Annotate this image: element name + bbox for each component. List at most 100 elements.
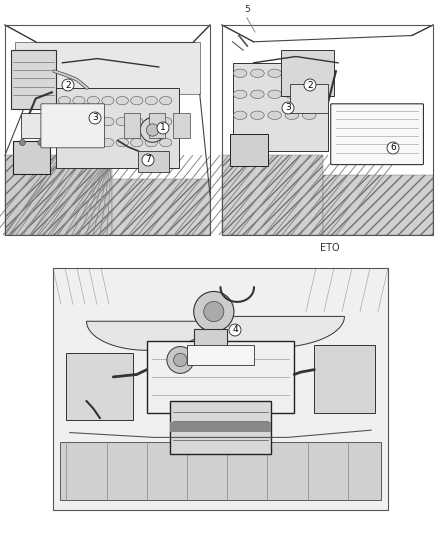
Ellipse shape [116, 96, 128, 105]
Circle shape [157, 122, 169, 134]
Bar [281, 50, 334, 96]
Ellipse shape [233, 90, 247, 99]
Text: 6: 6 [390, 143, 396, 152]
Bar [11, 50, 56, 109]
Bar [124, 113, 140, 139]
Text: 2: 2 [307, 80, 313, 90]
Bar [290, 84, 328, 113]
Text: 2: 2 [65, 80, 71, 90]
Ellipse shape [131, 96, 143, 105]
Circle shape [142, 154, 154, 166]
Bar [53, 268, 388, 510]
Bar [21, 113, 52, 139]
Ellipse shape [102, 139, 114, 147]
Ellipse shape [58, 139, 71, 147]
Ellipse shape [159, 117, 172, 126]
Circle shape [173, 353, 187, 367]
Ellipse shape [159, 139, 172, 147]
Ellipse shape [285, 69, 299, 77]
Bar [222, 25, 433, 235]
Circle shape [146, 124, 159, 136]
Ellipse shape [285, 111, 299, 119]
Circle shape [19, 140, 25, 146]
Bar [323, 175, 433, 235]
Polygon shape [86, 321, 207, 350]
Bar [222, 155, 323, 235]
Ellipse shape [251, 69, 264, 77]
Ellipse shape [302, 90, 316, 99]
Ellipse shape [268, 90, 282, 99]
Bar [5, 25, 210, 235]
Ellipse shape [73, 96, 85, 105]
Bar [53, 268, 388, 510]
Ellipse shape [302, 69, 316, 77]
Bar [13, 141, 50, 174]
Ellipse shape [145, 139, 157, 147]
Ellipse shape [116, 117, 128, 126]
Bar [5, 155, 112, 235]
Bar [170, 401, 271, 454]
Circle shape [282, 102, 294, 114]
Bar [60, 442, 381, 500]
Circle shape [167, 346, 194, 373]
Bar [56, 88, 179, 168]
Circle shape [194, 292, 234, 332]
Ellipse shape [73, 139, 85, 147]
Ellipse shape [73, 117, 85, 126]
Bar [147, 341, 294, 413]
Bar [222, 25, 433, 235]
Circle shape [140, 118, 165, 142]
Ellipse shape [233, 69, 247, 77]
Bar [15, 42, 200, 94]
Ellipse shape [145, 117, 157, 126]
Polygon shape [197, 317, 344, 348]
FancyBboxPatch shape [331, 104, 424, 165]
Ellipse shape [131, 139, 143, 147]
Ellipse shape [159, 96, 172, 105]
Circle shape [304, 79, 316, 91]
Bar [5, 25, 210, 235]
Bar [230, 134, 268, 166]
Circle shape [38, 140, 44, 146]
Ellipse shape [131, 117, 143, 126]
Ellipse shape [87, 139, 99, 147]
Text: 3: 3 [92, 114, 98, 123]
Bar [194, 328, 227, 348]
Circle shape [204, 302, 224, 321]
Text: 4: 4 [232, 326, 238, 335]
Bar [53, 268, 388, 510]
Circle shape [89, 112, 101, 124]
Ellipse shape [251, 111, 264, 119]
Bar [138, 151, 169, 172]
Text: 5: 5 [244, 5, 250, 14]
Ellipse shape [87, 96, 99, 105]
Ellipse shape [87, 117, 99, 126]
Text: 1: 1 [160, 124, 166, 133]
Circle shape [387, 142, 399, 154]
Ellipse shape [285, 90, 299, 99]
Ellipse shape [116, 139, 128, 147]
Ellipse shape [268, 111, 282, 119]
Circle shape [62, 79, 74, 91]
Ellipse shape [58, 117, 71, 126]
Ellipse shape [251, 90, 264, 99]
Bar [67, 353, 134, 421]
Bar [112, 179, 210, 235]
Bar [314, 345, 374, 413]
Ellipse shape [268, 69, 282, 77]
Text: ETO: ETO [320, 243, 340, 253]
Ellipse shape [102, 96, 114, 105]
Text: 3: 3 [285, 103, 291, 112]
Ellipse shape [58, 96, 71, 105]
Ellipse shape [233, 111, 247, 119]
Ellipse shape [302, 111, 316, 119]
Bar [5, 155, 107, 235]
Circle shape [229, 324, 241, 336]
Bar [233, 63, 328, 151]
Ellipse shape [145, 96, 157, 105]
Bar [170, 422, 271, 432]
FancyBboxPatch shape [41, 104, 104, 148]
Bar [173, 113, 190, 139]
Ellipse shape [102, 117, 114, 126]
Bar [187, 345, 254, 365]
